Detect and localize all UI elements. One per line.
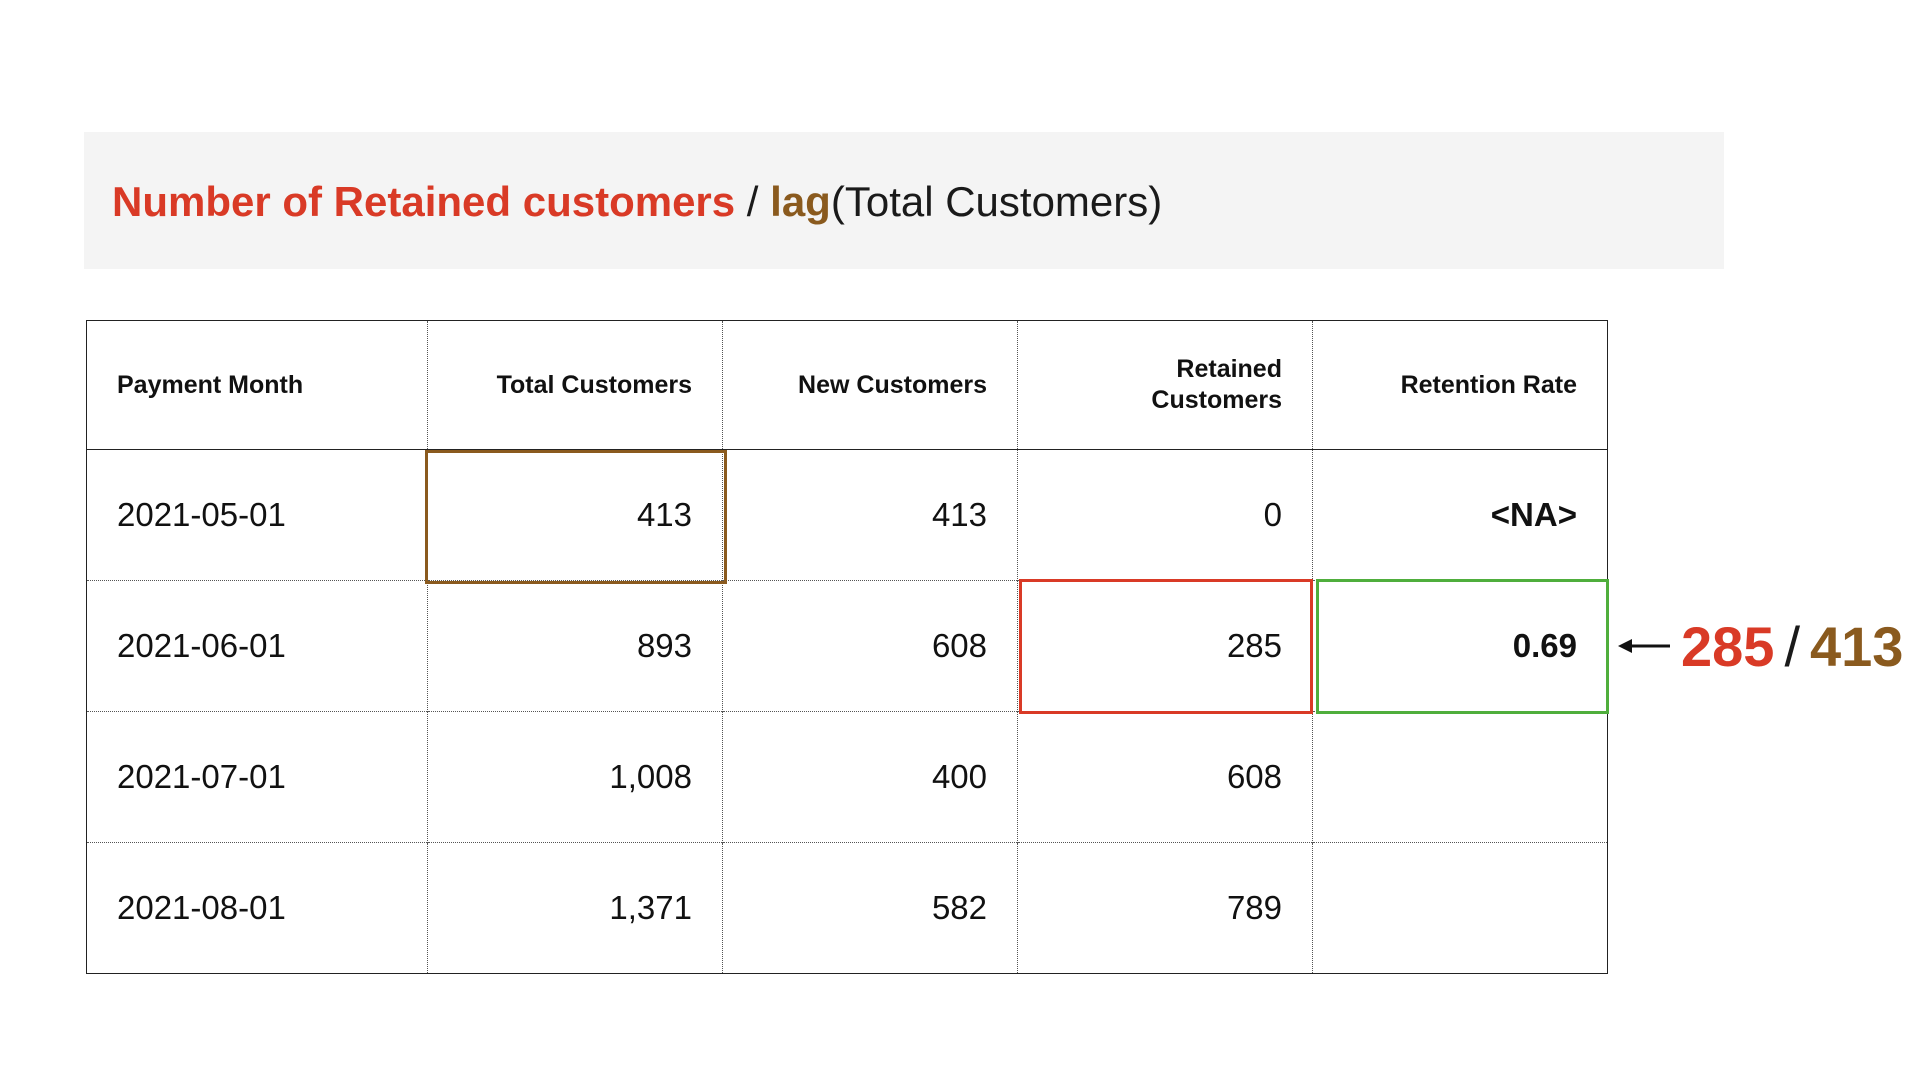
cell-total-customers: 413 bbox=[427, 449, 723, 581]
cell-total-customers: 1,008 bbox=[427, 711, 723, 843]
cell-retention-rate: 0.69 bbox=[1312, 580, 1608, 712]
cell-retained-customers: 285 bbox=[1017, 580, 1313, 712]
cell-retention-rate: <NA> bbox=[1312, 449, 1608, 581]
column-header-retained-customers-label: Retained Customers bbox=[1151, 355, 1282, 414]
cell-payment-month: 2021-07-01 bbox=[86, 711, 428, 843]
cell-payment-month: 2021-08-01 bbox=[86, 842, 428, 974]
column-header-total-customers: Total Customers bbox=[427, 320, 723, 450]
table-row: 2021-06-01 893 608 285 0.69 bbox=[86, 580, 1608, 712]
table-row: 2021-07-01 1,008 400 608 bbox=[86, 711, 1608, 843]
cell-new-customers: 413 bbox=[722, 449, 1018, 581]
formula-numerator: Number of Retained customers bbox=[112, 178, 736, 225]
retention-table: Payment Month Total Customers New Custom… bbox=[86, 320, 1608, 974]
cell-new-customers: 400 bbox=[722, 711, 1018, 843]
table-row: 2021-05-01 413 413 0 <NA> bbox=[87, 449, 1608, 581]
cell-payment-month: 2021-06-01 bbox=[86, 580, 428, 712]
column-header-retention-rate: Retention Rate bbox=[1312, 320, 1608, 450]
calculation-denominator: 413 bbox=[1810, 615, 1904, 678]
cell-new-customers: 582 bbox=[722, 842, 1018, 974]
left-arrow-icon bbox=[1618, 639, 1670, 653]
cell-total-customers: 893 bbox=[427, 580, 723, 712]
table-row: 2021-08-01 1,371 582 789 bbox=[86, 842, 1608, 974]
column-header-payment-month: Payment Month bbox=[86, 320, 428, 450]
cell-retained-customers: 789 bbox=[1017, 842, 1313, 974]
formula-function-name: lag bbox=[770, 178, 831, 225]
column-header-new-customers: New Customers bbox=[722, 320, 1018, 450]
formula: Number of Retained customers / lag(Total… bbox=[112, 176, 1162, 228]
table-header-row: Payment Month Total Customers New Custom… bbox=[86, 320, 1608, 450]
calculation-numerator: 285 bbox=[1681, 615, 1775, 678]
column-header-retained-customers: Retained Customers bbox=[1017, 320, 1313, 450]
calculation-separator: / bbox=[1784, 615, 1800, 678]
formula-separator: / bbox=[735, 178, 771, 225]
cell-new-customers: 608 bbox=[722, 580, 1018, 712]
cell-retention-rate bbox=[1312, 711, 1608, 843]
formula-argument: (Total Customers) bbox=[830, 178, 1163, 225]
calculation-annotation: 285/413 bbox=[1681, 615, 1903, 679]
cell-total-customers: 1,371 bbox=[427, 842, 723, 974]
cell-payment-month: 2021-05-01 bbox=[117, 496, 286, 533]
formula-box: Number of Retained customers / lag(Total… bbox=[84, 132, 1724, 269]
cell-retention-rate bbox=[1312, 842, 1608, 974]
cell-retained-customers: 0 bbox=[1017, 449, 1313, 581]
cell-retained-customers: 608 bbox=[1017, 711, 1313, 843]
